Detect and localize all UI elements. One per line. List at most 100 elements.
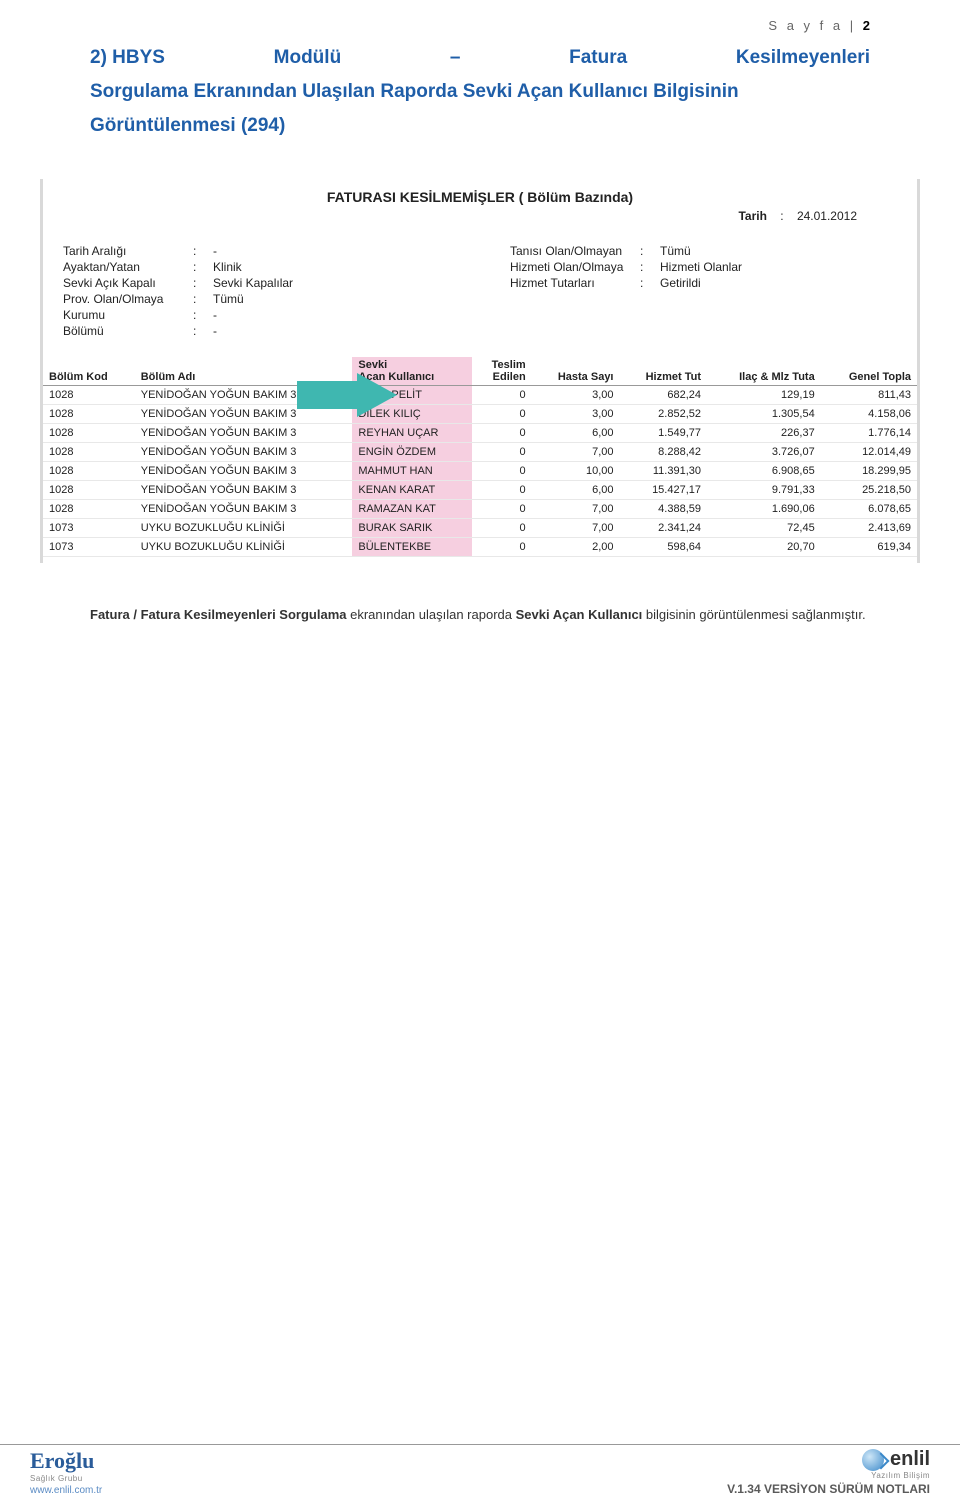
- table-cell: 0: [472, 461, 532, 480]
- table-cell: 0: [472, 442, 532, 461]
- table-cell: 72,45: [707, 518, 821, 537]
- filter-key: Tanısı Olan/Olmayan: [510, 244, 640, 258]
- table-cell: 4.388,59: [620, 499, 708, 518]
- table-col-header: Hasta Sayı: [532, 357, 620, 386]
- table-cell: 1028: [43, 423, 135, 442]
- table-cell: 4.158,06: [821, 404, 917, 423]
- table-cell: 6.908,65: [707, 461, 821, 480]
- table-row: 1028YENİDOĞAN YOĞUN BAKIM 3ARZU PELİT03,…: [43, 385, 917, 404]
- table-cell: 20,70: [707, 537, 821, 556]
- filter-sep: :: [193, 324, 213, 338]
- filter-value: -: [213, 308, 450, 322]
- filter-row: Ayaktan/Yatan:Klinik: [63, 259, 450, 275]
- table-row: 1028YENİDOĞAN YOĞUN BAKIM 3DİLEK KILIÇ03…: [43, 404, 917, 423]
- table-cell: 3.726,07: [707, 442, 821, 461]
- table-cell: 0: [472, 518, 532, 537]
- table-col-header: Hizmet Tut: [620, 357, 708, 386]
- table-row: 1028YENİDOĞAN YOĞUN BAKIM 3REYHAN UÇAR06…: [43, 423, 917, 442]
- report-date: Tarih : 24.01.2012: [43, 207, 917, 237]
- filter-key: Sevki Açık Kapalı: [63, 276, 193, 290]
- table-cell: BÜLENTEKBE: [352, 537, 472, 556]
- table-cell: 25.218,50: [821, 480, 917, 499]
- caption-bold: Sevki Açan Kullanıcı: [516, 607, 643, 622]
- table-cell: 2.413,69: [821, 518, 917, 537]
- table-cell: BURAK SARIK: [352, 518, 472, 537]
- section-title: 2) HBYS Modülü – Fatura Kesilmeyenleri S…: [0, 41, 960, 154]
- table-cell: ENGİN ÖZDEM: [352, 442, 472, 461]
- brand-logo-right: enlil: [862, 1448, 930, 1471]
- title-part: Kesilmeyenleri: [736, 41, 870, 75]
- table-cell: 2.852,52: [620, 404, 708, 423]
- table-cell: 0: [472, 423, 532, 442]
- table-cell: 129,19: [707, 385, 821, 404]
- filter-row: Bölümü:-: [63, 323, 450, 339]
- table-row: 1028YENİDOĞAN YOĞUN BAKIM 3KENAN KARAT06…: [43, 480, 917, 499]
- page-sep: |: [850, 18, 856, 33]
- filter-sep: :: [193, 292, 213, 306]
- filter-key: Tarih Aralığı: [63, 244, 193, 258]
- caption-span: ekranından ulaşılan raporda: [346, 607, 515, 622]
- table-col-header: Ilaç & Mlz Tuta: [707, 357, 821, 386]
- table-cell: 0: [472, 385, 532, 404]
- table-cell: 3,00: [532, 385, 620, 404]
- table-col-header: TeslimEdilen: [472, 357, 532, 386]
- report-filters: Tarih Aralığı:-Ayaktan/Yatan:KlinikSevki…: [43, 237, 917, 357]
- table-row: 1028YENİDOĞAN YOĞUN BAKIM 3ENGİN ÖZDEM07…: [43, 442, 917, 461]
- filter-value: Tümü: [660, 244, 897, 258]
- table-cell: 3,00: [532, 404, 620, 423]
- table-cell: 682,24: [620, 385, 708, 404]
- table-cell: 7,00: [532, 499, 620, 518]
- table-cell: 1028: [43, 461, 135, 480]
- filter-key: Ayaktan/Yatan: [63, 260, 193, 274]
- table-cell: YENİDOĞAN YOĞUN BAKIM 3: [135, 442, 353, 461]
- title-part: Modülü: [274, 41, 342, 75]
- table-header-row: Bölüm KodBölüm AdıSevkiAçan KullanıcıTes…: [43, 357, 917, 386]
- table-cell: YENİDOĞAN YOĞUN BAKIM 3: [135, 404, 353, 423]
- report-screenshot: FATURASI KESİLMEMİŞLER ( Bölüm Bazında) …: [40, 179, 920, 563]
- filter-value: -: [213, 324, 450, 338]
- table-cell: 9.791,33: [707, 480, 821, 499]
- table-cell: UYKU BOZUKLUĞU KLİNİĞİ: [135, 518, 353, 537]
- table-cell: 1.549,77: [620, 423, 708, 442]
- table-cell: 12.014,49: [821, 442, 917, 461]
- filter-value: Tümü: [213, 292, 450, 306]
- table-cell: 1073: [43, 518, 135, 537]
- table-cell: 7,00: [532, 442, 620, 461]
- table-col-header: Genel Topla: [821, 357, 917, 386]
- table-cell: 15.427,17: [620, 480, 708, 499]
- table-cell: 1028: [43, 480, 135, 499]
- filter-row: Tanısı Olan/Olmayan:Tümü: [510, 243, 897, 259]
- table-cell: 6,00: [532, 480, 620, 499]
- filter-key: Hizmet Tutarları: [510, 276, 640, 290]
- table-cell: 226,37: [707, 423, 821, 442]
- filter-sep: :: [193, 308, 213, 322]
- page-footer: Eroğlu Sağlık Grubu www.enlil.com.tr enl…: [0, 1444, 960, 1508]
- title-part: –: [450, 41, 461, 75]
- filter-sep: :: [640, 260, 660, 274]
- filter-key: Prov. Olan/Olmaya: [63, 292, 193, 306]
- table-row: 1073UYKU BOZUKLUĞU KLİNİĞİBÜLENTEKBE02,0…: [43, 537, 917, 556]
- filter-key: Bölümü: [63, 324, 193, 338]
- filter-sep: :: [193, 276, 213, 290]
- table-cell: 0: [472, 499, 532, 518]
- table-row: 1073UYKU BOZUKLUĞU KLİNİĞİBURAK SARIK07,…: [43, 518, 917, 537]
- filter-row: Kurumu:-: [63, 307, 450, 323]
- brand-right-text: enlil: [890, 1448, 930, 1471]
- table-cell: MAHMUT HAN: [352, 461, 472, 480]
- table-row: 1028YENİDOĞAN YOĞUN BAKIM 3MAHMUT HAN010…: [43, 461, 917, 480]
- table-row: 1028YENİDOĞAN YOĞUN BAKIM 3RAMAZAN KAT07…: [43, 499, 917, 518]
- table-cell: 1.305,54: [707, 404, 821, 423]
- filter-row: Hizmeti Olan/Olmaya:Hizmeti Olanlar: [510, 259, 897, 275]
- page-header: S a y f a | 2: [0, 0, 960, 41]
- filter-sep: :: [640, 244, 660, 258]
- table-cell: 6,00: [532, 423, 620, 442]
- title-part: Fatura: [569, 41, 627, 75]
- table-cell: 0: [472, 537, 532, 556]
- table-cell: 11.391,30: [620, 461, 708, 480]
- table-cell: 1.776,14: [821, 423, 917, 442]
- table-cell: 1.690,06: [707, 499, 821, 518]
- brand-tag-right: Yazılım Bilişim: [871, 1471, 930, 1480]
- globe-icon: [862, 1449, 884, 1471]
- table-cell: YENİDOĞAN YOĞUN BAKIM 3: [135, 499, 353, 518]
- report-title: FATURASI KESİLMEMİŞLER ( Bölüm Bazında): [43, 179, 917, 207]
